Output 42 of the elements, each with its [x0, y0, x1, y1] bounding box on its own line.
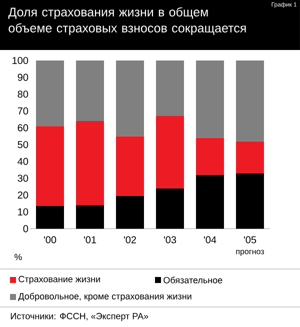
y-axis-title: % [14, 254, 22, 260]
chart-title: Доля страхования жизни в общем объеме страховых взносов сокращается [8, 7, 246, 35]
x-tick-label: '03 [164, 236, 176, 244]
bar [116, 136, 144, 196]
text: прогноз [236, 250, 264, 256]
y-tick-label: 100 [12, 56, 28, 64]
bar [76, 60, 104, 122]
bar [156, 116, 184, 188]
bar [196, 174, 224, 229]
legend-label: Обязательное [164, 276, 222, 284]
y-tick-label: 80 [18, 90, 28, 98]
x-tick-label: '05 [244, 236, 256, 244]
bar [76, 121, 104, 206]
bar [116, 196, 144, 229]
legend-label: Страхование жизни [18, 276, 100, 284]
bar [36, 60, 64, 126]
y-tick-label: 40 [18, 158, 28, 165]
x-tick-label: '02 [124, 236, 136, 244]
bar [156, 188, 184, 229]
bar [116, 60, 144, 136]
bar [76, 205, 104, 229]
y-tick-label: 90 [18, 74, 28, 81]
y-tick-label: 70 [18, 107, 28, 114]
x-tick-label: '04 [204, 236, 216, 244]
bar [156, 60, 184, 116]
text: Источники: ФССН, «Эксперт РА» [10, 312, 148, 322]
bar [36, 206, 64, 229]
y-tick-label: 30 [18, 174, 28, 182]
bar [236, 173, 264, 229]
y-tick-label: 0 [23, 225, 28, 232]
y-tick-label: 60 [18, 124, 28, 132]
y-tick-label: 50 [18, 141, 28, 148]
bar [196, 60, 224, 138]
bar [236, 60, 264, 142]
x-tick-label: '01 [84, 236, 96, 244]
bar [236, 141, 264, 174]
x-tick-label: '00 [44, 236, 56, 244]
y-tick-label: 10 [18, 208, 28, 216]
bar [196, 138, 224, 175]
y-tick-label: 20 [18, 192, 28, 199]
bar [36, 126, 64, 206]
legend-label: Добровольное, кроме страхования жизни [18, 292, 192, 302]
